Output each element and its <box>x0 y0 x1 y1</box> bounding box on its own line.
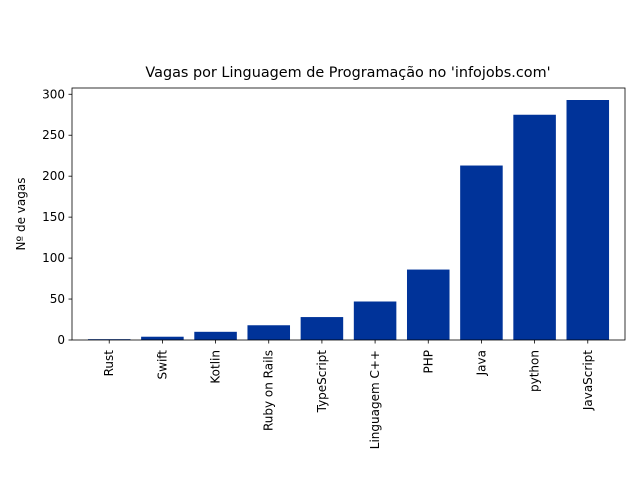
y-tick-label: 200 <box>42 169 65 183</box>
x-tick-label: TypeScript <box>315 350 329 414</box>
x-tick-label: Linguagem C++ <box>368 350 382 449</box>
bar-ruby-on-rails <box>247 325 291 340</box>
y-axis-title: Nº de vagas <box>14 178 28 251</box>
x-tick-label: Swift <box>155 350 169 380</box>
x-tick-label: JavaScript <box>581 350 595 411</box>
bar-javascript <box>566 100 610 340</box>
y-tick-label: 300 <box>42 87 65 101</box>
y-axis: 0 50 100 150 200 250 300 <box>42 87 72 347</box>
x-tick-label: python <box>528 350 542 392</box>
y-tick-label: 50 <box>50 292 65 306</box>
y-tick-label: 100 <box>42 251 65 265</box>
bar-php <box>406 269 450 340</box>
bar-linguagem-c- <box>353 301 397 340</box>
bar-rust <box>87 339 131 340</box>
bar-typescript <box>300 317 344 340</box>
x-tick-label: Rust <box>102 350 116 377</box>
chart-title: Vagas por Linguagem de Programação no 'i… <box>145 65 550 81</box>
y-tick-label: 0 <box>57 333 65 347</box>
x-axis: Rust Swift Kotlin Ruby on Rails TypeScript Li… <box>102 340 595 449</box>
bar-swift <box>141 336 184 340</box>
bar-java <box>460 165 503 340</box>
x-tick-label: Java <box>474 350 488 376</box>
x-tick-label: Ruby on Rails <box>262 350 276 431</box>
plot-frame <box>71 87 626 341</box>
bar-kotlin <box>194 331 237 340</box>
y-tick-label: 250 <box>42 128 65 142</box>
y-tick-label: 150 <box>42 210 65 224</box>
x-tick-label: Kotlin <box>209 350 223 384</box>
x-tick-label: PHP <box>421 350 435 374</box>
bar-python <box>513 114 556 341</box>
bars-layer <box>87 100 610 341</box>
